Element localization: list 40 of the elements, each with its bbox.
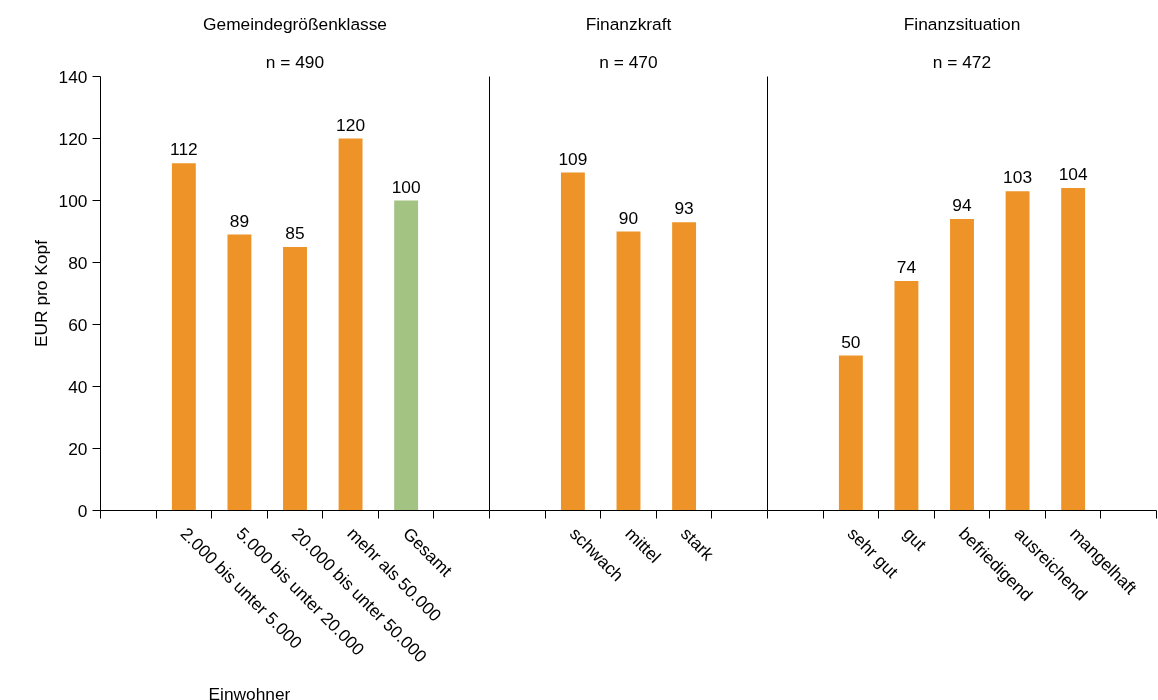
chart-title: Gemeindegrößenklasse bbox=[203, 13, 387, 34]
y-tick-label: 80 bbox=[68, 252, 88, 273]
data-label: 109 bbox=[558, 148, 588, 169]
bar bbox=[1061, 188, 1086, 511]
y-tick-label: 140 bbox=[58, 66, 88, 87]
bar bbox=[171, 163, 196, 511]
x-tick-label: gut bbox=[899, 523, 931, 555]
bar bbox=[1005, 191, 1030, 511]
y-tick-label: 100 bbox=[58, 190, 88, 211]
data-label: 50 bbox=[841, 331, 861, 352]
y-tick-label: 60 bbox=[68, 314, 88, 335]
data-label: 90 bbox=[618, 207, 639, 228]
chart-title: Finanzsituation bbox=[903, 13, 1021, 34]
y-tick-label: 120 bbox=[58, 128, 88, 149]
bar bbox=[894, 281, 919, 511]
bar bbox=[227, 234, 252, 511]
bar bbox=[283, 247, 307, 511]
y-tick-label: 20 bbox=[68, 438, 88, 459]
bar bbox=[950, 219, 974, 511]
bar bbox=[394, 200, 419, 511]
y-tick-label: 0 bbox=[77, 500, 88, 521]
data-label: 93 bbox=[674, 198, 694, 219]
data-label: 89 bbox=[229, 210, 250, 231]
y-tick-label: 40 bbox=[68, 376, 88, 397]
data-label: 104 bbox=[1058, 164, 1088, 185]
data-label: 120 bbox=[336, 114, 366, 135]
chart-title: Finanzkraft bbox=[585, 13, 672, 34]
chart-subtitle: n = 472 bbox=[932, 51, 992, 72]
data-label: 112 bbox=[170, 139, 198, 160]
y-axis-title: EUR pro Kopf bbox=[30, 239, 51, 347]
text: Einwohner bbox=[208, 683, 291, 700]
data-label: 94 bbox=[952, 195, 972, 216]
chart-subtitle: n = 490 bbox=[265, 51, 325, 72]
data-label: 103 bbox=[1003, 167, 1033, 188]
data-label: 100 bbox=[391, 176, 421, 197]
chart-subtitle: n = 470 bbox=[599, 51, 658, 72]
bar bbox=[338, 138, 363, 511]
bar bbox=[838, 355, 863, 511]
data-label: 74 bbox=[896, 257, 917, 278]
data-label: 85 bbox=[285, 223, 305, 243]
